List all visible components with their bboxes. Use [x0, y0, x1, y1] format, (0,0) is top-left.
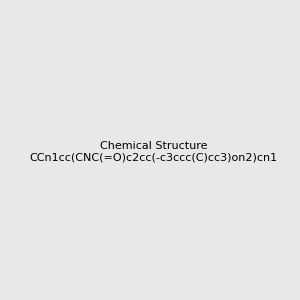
Text: Chemical Structure
CCn1cc(CNC(=O)c2cc(-c3ccc(C)cc3)on2)cn1: Chemical Structure CCn1cc(CNC(=O)c2cc(-c…: [30, 141, 278, 162]
